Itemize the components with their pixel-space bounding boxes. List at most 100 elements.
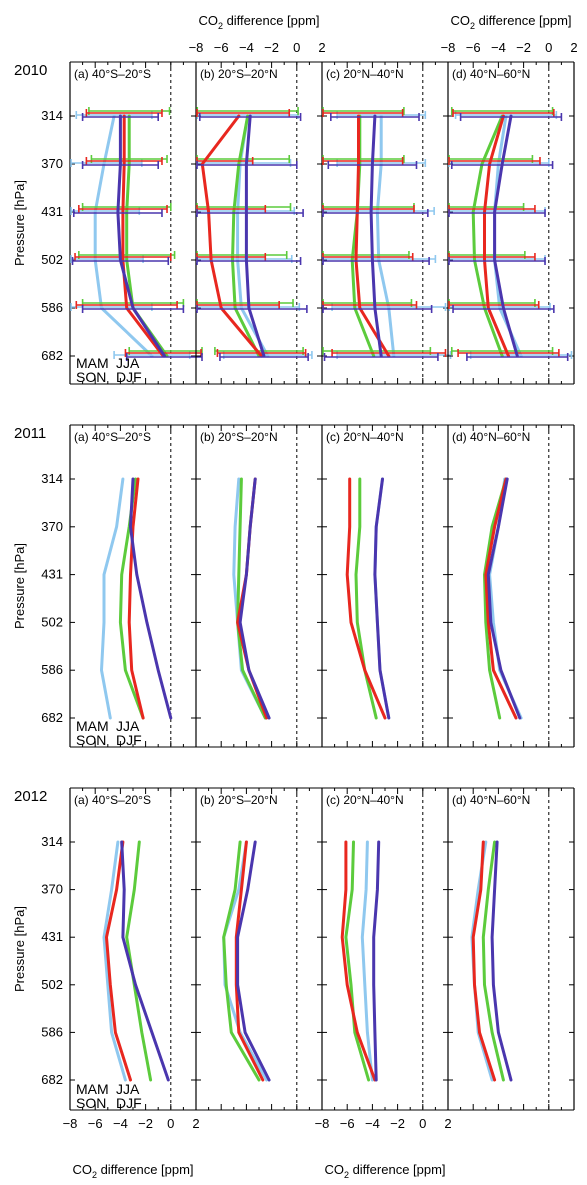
top-xlabel-left: CO2 difference [ppm]	[198, 13, 319, 31]
panel-title: (c) 20°N–40°N	[326, 430, 404, 444]
panel-title: (a) 40°S–20°S	[74, 67, 151, 81]
legend-jja: JJA	[116, 355, 140, 371]
x-tick-label-bottom: −8	[315, 1116, 330, 1131]
x-tick-label-top: 2	[318, 40, 325, 55]
series-line-mam	[222, 840, 261, 1082]
panel-2010-1: (b) 20°S–20°N	[195, 61, 323, 385]
panel-title: (d) 40°N–60°N	[452, 793, 530, 807]
series-line-djf	[490, 840, 513, 1082]
panel-2012-2: (c) 20°N–40°N	[321, 787, 449, 1111]
year-block-2010: 2010 Pressure [hPa] 314 370 431 502 586 682 (a) …	[12, 61, 575, 385]
x-tick-label-bottom: 2	[192, 1116, 199, 1131]
legend: MAM JJA SON DJF	[76, 355, 142, 385]
panel-2011-2: (c) 20°N–40°N	[321, 424, 449, 748]
series-line-mam	[231, 114, 261, 358]
series-line-son	[93, 114, 154, 358]
panel-2010-0: (a) 40°S–20°S	[69, 61, 203, 385]
x-tick-label-bottom: −6	[88, 1116, 103, 1131]
series-line-son	[102, 840, 127, 1082]
bottom-xlabel-right: CO2 difference [ppm]	[324, 1162, 445, 1180]
year-block-2012: 2012 Pressure [hPa] 314 370 431 502 586 682 (a) …	[12, 787, 575, 1111]
series-line-jja	[127, 477, 145, 720]
series-line-mam	[471, 114, 504, 358]
panel-title: (c) 20°N–40°N	[326, 793, 404, 807]
legend-jja: JJA	[116, 718, 140, 734]
x-tick-label-bottom: −2	[390, 1116, 405, 1131]
y-tick-label: 502	[41, 977, 63, 992]
series-line-son	[100, 477, 125, 720]
legend: MAM JJA SON DJF	[76, 1081, 142, 1111]
series-line-djf	[236, 840, 271, 1082]
panel-2011-1: (b) 20°S–20°N	[195, 424, 323, 748]
x-tick-label-top: −8	[441, 40, 456, 55]
y-axis-label: Pressure [hPa]	[12, 180, 27, 266]
y-tick-label: 682	[41, 710, 63, 725]
series-line-mam	[354, 477, 378, 720]
panel-title: (d) 40°N–60°N	[452, 430, 530, 444]
y-tick-label: 370	[41, 882, 63, 897]
legend-mam: MAM	[76, 1081, 109, 1097]
series-line-son	[360, 840, 374, 1082]
x-tick-label-bottom: −4	[365, 1116, 380, 1131]
y-tick-label: 502	[41, 614, 63, 629]
legend-djf: DJF	[116, 1095, 142, 1111]
series-line-jja	[340, 840, 377, 1082]
series-line-djf	[486, 477, 522, 720]
y-tick-label: 586	[41, 300, 63, 315]
x-tick-label-top: −4	[239, 40, 254, 55]
panel-title: (a) 40°S–20°S	[74, 793, 151, 807]
panel-2010-2: (c) 20°N–40°N	[321, 61, 452, 385]
series-line-jja	[484, 477, 518, 720]
legend-mam: MAM	[76, 355, 109, 371]
panel-2011-0: (a) 40°S–20°S	[69, 424, 197, 748]
series-line-mam	[125, 114, 169, 358]
y-tick-label: 314	[41, 471, 63, 486]
series-line-djf	[244, 114, 266, 358]
year-label: 2010	[14, 62, 47, 79]
x-tick-label-top: −6	[214, 40, 229, 55]
x-tick-label-bottom: −6	[340, 1116, 355, 1131]
series-line-djf	[116, 114, 166, 358]
y-tick-label: 586	[41, 1024, 63, 1039]
legend-son: SON	[76, 732, 106, 748]
y-tick-label: 682	[41, 1072, 63, 1087]
panel-title: (d) 40°N–60°N	[452, 67, 530, 81]
x-tick-label-bottom: 0	[167, 1116, 174, 1131]
x-tick-label-top: 2	[570, 40, 577, 55]
legend-son: SON	[76, 369, 106, 385]
series-line-jja	[121, 114, 165, 358]
series-line-jja	[354, 114, 391, 358]
legend-son: SON	[76, 1095, 106, 1111]
series-line-mam	[483, 477, 508, 720]
x-tick-label-bottom: −4	[113, 1116, 128, 1131]
series-line-djf	[372, 840, 381, 1082]
x-tick-label-bottom: −8	[63, 1116, 78, 1131]
x-tick-label-bottom: 2	[444, 1116, 451, 1131]
top-xlabel-right: CO2 difference [ppm]	[450, 13, 571, 31]
panel-2010-3: (d) 40°N–60°N	[447, 61, 575, 385]
series-line-mam	[236, 477, 267, 720]
series-line-jja	[105, 840, 132, 1082]
legend-djf: DJF	[116, 732, 142, 748]
y-tick-label: 682	[41, 348, 63, 363]
series-line-mam	[481, 840, 505, 1082]
plot-root: 2010 Pressure [hPa] 314 370 431 502 586 682 (a) …	[12, 40, 578, 1131]
y-tick-label: 586	[41, 662, 63, 677]
year-block-2011: 2011 Pressure [hPa] 314 370 431 502 586 682 (a) …	[12, 424, 575, 748]
series-line-djf	[493, 114, 519, 358]
x-tick-label-top: −2	[264, 40, 279, 55]
year-label: 2012	[14, 788, 47, 805]
y-tick-label: 370	[41, 519, 63, 534]
series-line-djf	[120, 840, 170, 1082]
y-tick-label: 502	[41, 252, 63, 267]
panel-title: (b) 20°S–20°N	[200, 793, 278, 807]
series-line-djf	[129, 477, 173, 720]
y-tick-label: 314	[41, 108, 63, 123]
year-label: 2011	[14, 425, 46, 442]
panel-2012-0: (a) 40°S–20°S	[69, 787, 197, 1111]
panel-title: (b) 20°S–20°N	[200, 67, 278, 81]
series-line-jja	[483, 114, 510, 358]
legend-mam: MAM	[76, 718, 109, 734]
panel-title: (a) 40°S–20°S	[74, 430, 151, 444]
